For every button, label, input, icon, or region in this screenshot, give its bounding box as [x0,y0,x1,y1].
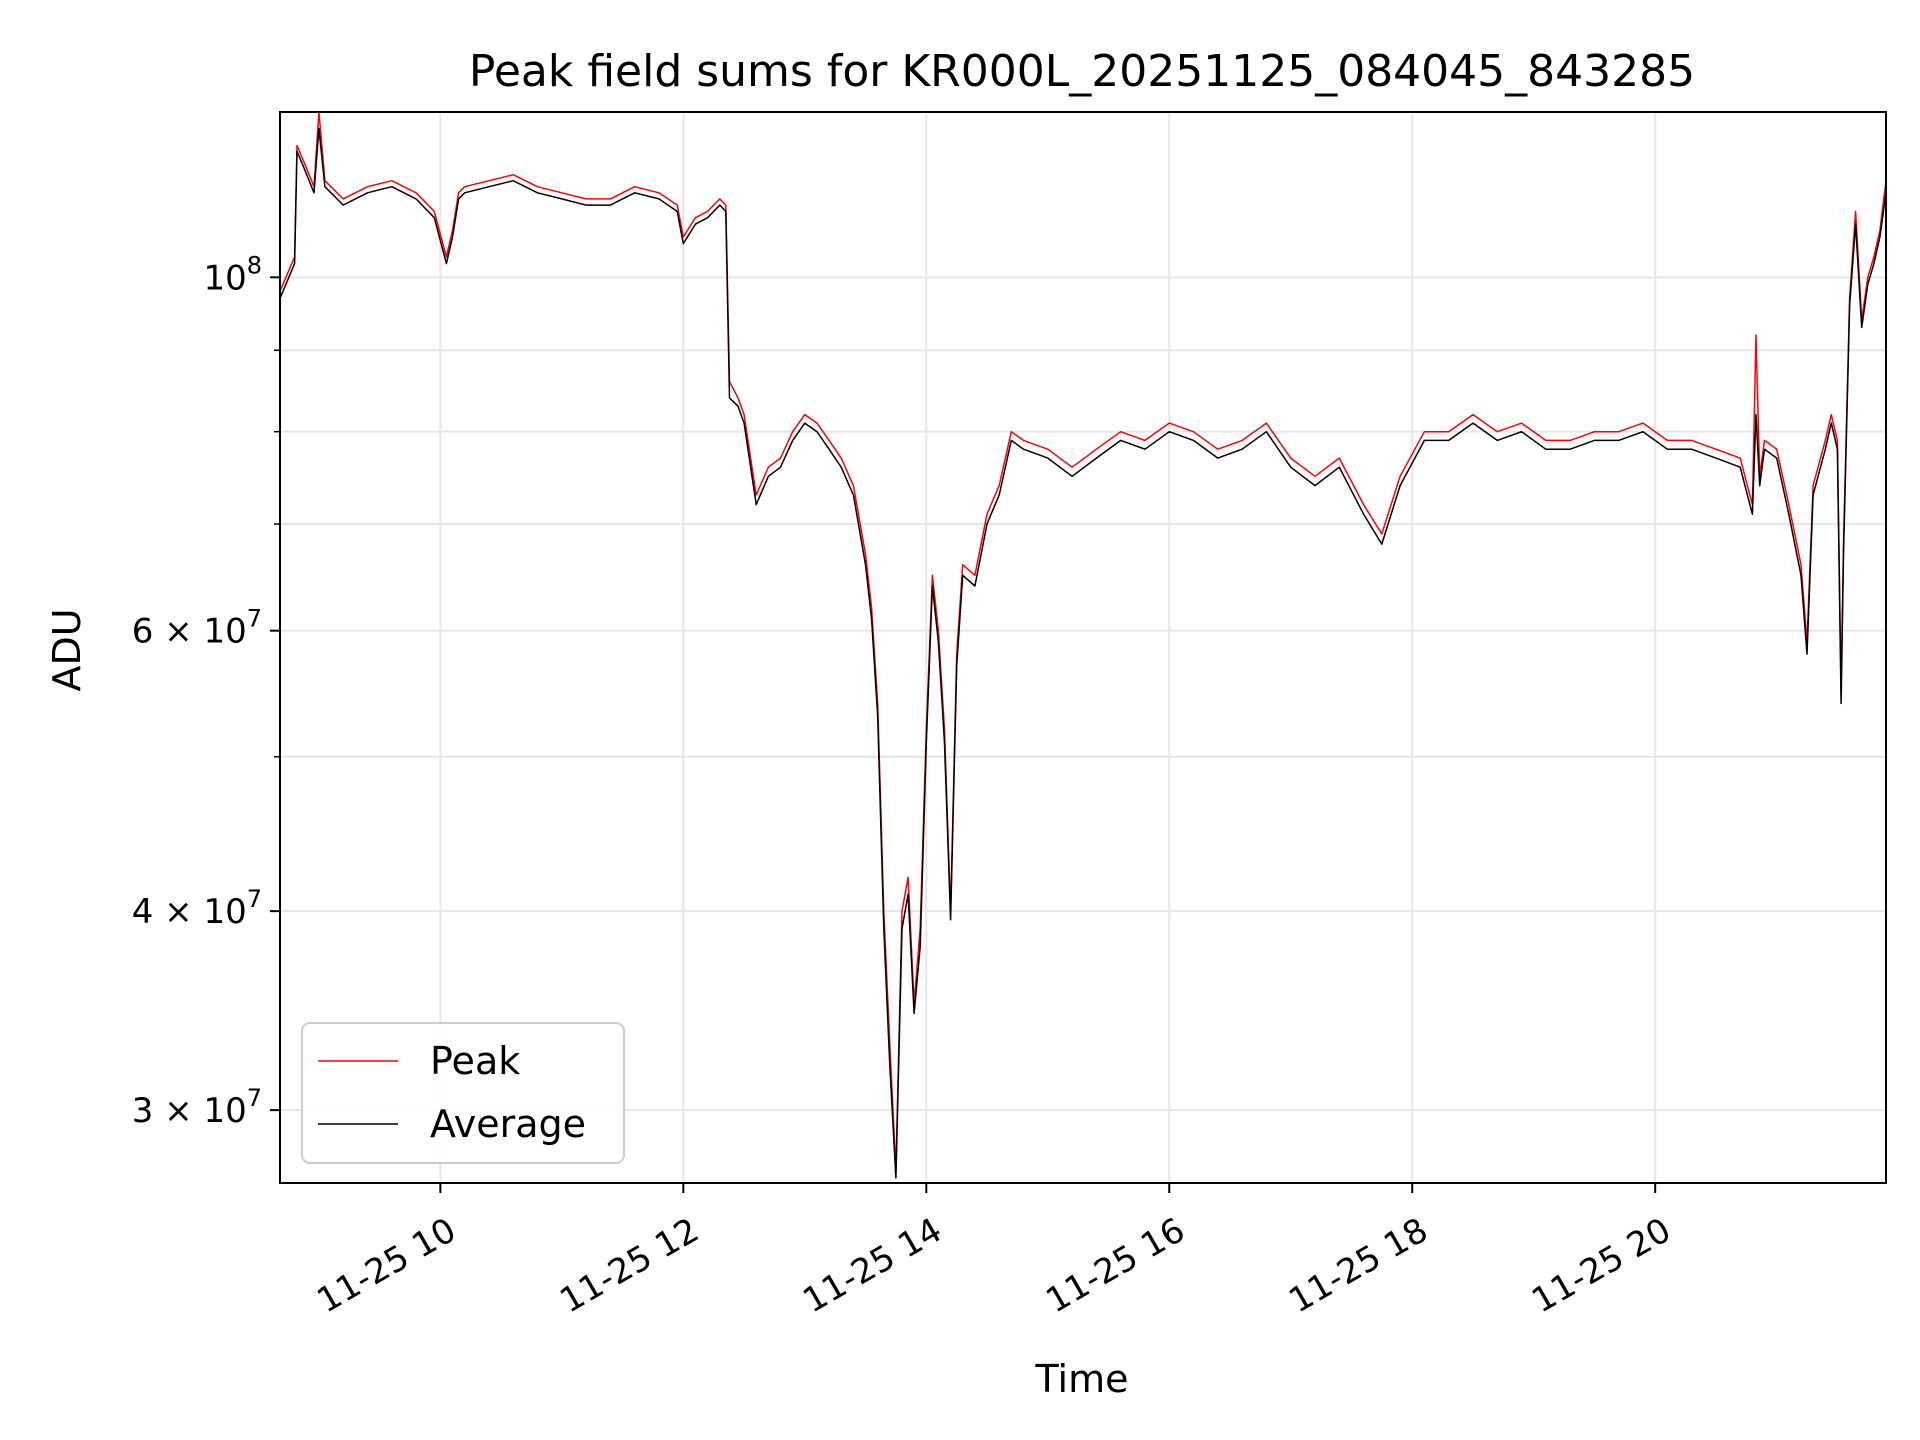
x-axis-label: Time [1035,1357,1129,1401]
plot-area [280,112,1886,1179]
chart-title: Peak field sums for KR000L_20251125_0840… [469,46,1695,97]
legend-box [301,1022,625,1164]
y-axis: 108 6 × 107 4 × 107 3 × 107 [132,251,280,1131]
grid [280,112,1886,1183]
legend-label-peak: Peak [430,1039,520,1083]
series-line-average [280,127,1886,1179]
y-tick-label: 108 [203,251,262,298]
series-line-peak [280,112,1886,1172]
y-tick-label: 6 × 107 [132,605,262,652]
y-axis-label: ADU [45,608,89,691]
legend: Peak Average [301,1022,625,1164]
y-tick-label: 3 × 107 [132,1084,262,1131]
axes-frame [279,111,1887,1184]
legend-label-average: Average [430,1102,586,1146]
y-tick-label: 4 × 107 [132,885,262,932]
